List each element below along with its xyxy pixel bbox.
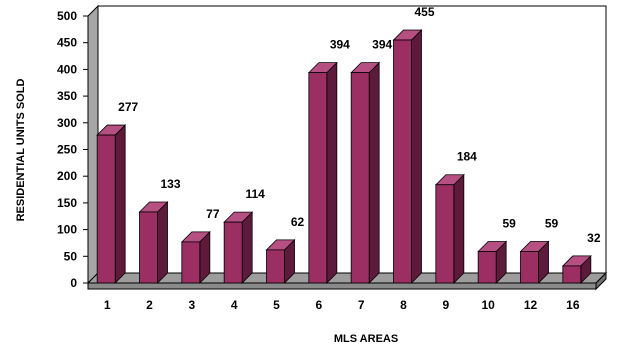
bar: [139, 211, 158, 284]
bar-side: [241, 211, 253, 284]
y-tick-label: 500: [57, 9, 77, 23]
x-tick-label: 4: [231, 298, 238, 312]
left-wall: [87, 4, 99, 285]
data-label: 62: [291, 215, 305, 229]
data-label: 394: [330, 38, 350, 52]
bar: [393, 39, 412, 284]
data-label: 133: [160, 177, 180, 191]
data-label: 394: [372, 38, 392, 52]
data-label: 77: [206, 207, 220, 221]
floor-side: [595, 271, 607, 291]
x-tick-label: 12: [524, 298, 538, 312]
data-label: 184: [457, 150, 477, 164]
bar: [266, 249, 285, 284]
bar-side: [326, 61, 338, 284]
bar-side: [114, 124, 126, 284]
y-tick-label: 450: [57, 36, 77, 50]
data-label: 277: [118, 100, 138, 114]
bar-side: [368, 61, 380, 284]
bar: [350, 72, 370, 284]
y-tick-label: 100: [57, 223, 77, 237]
bar: [477, 251, 497, 284]
y-tick-label: 300: [57, 116, 77, 130]
x-tick-label: 9: [442, 298, 449, 312]
bar: [96, 134, 116, 284]
x-tick-label: 16: [566, 298, 580, 312]
bar: [308, 72, 328, 284]
bar-side: [453, 173, 465, 284]
data-label: 114: [245, 187, 265, 201]
y-tick-label: 350: [57, 89, 77, 103]
x-tick-label: 7: [358, 298, 365, 312]
x-tick-label: 8: [400, 298, 407, 312]
y-axis-title: RESIDENTIAL UNITS SOLD: [15, 79, 27, 222]
data-label: 59: [502, 216, 516, 230]
x-tick-label: 5: [273, 298, 280, 312]
y-tick-label: 400: [57, 62, 77, 76]
bar-side: [411, 29, 422, 284]
x-axis-title: MLS AREAS: [334, 333, 398, 345]
floor-front: [87, 282, 597, 290]
y-tick-label: 250: [57, 143, 77, 157]
bar: [435, 184, 455, 284]
y-tick-label: 150: [57, 196, 77, 210]
data-label: 455: [414, 5, 434, 19]
bar: [223, 221, 243, 284]
data-labels: 277 133 77 114 62 394 394 455 184 59 59 32: [118, 5, 601, 245]
x-tick-label: 2: [146, 298, 153, 312]
bar-series: [96, 29, 592, 284]
x-tick-label: 10: [481, 298, 495, 312]
x-tick-label: 1: [104, 298, 111, 312]
bar-side: [157, 201, 168, 284]
y-tick-label: 0: [70, 276, 77, 290]
y-tick-label: 50: [64, 249, 78, 263]
bar: [562, 265, 582, 284]
bar: [520, 251, 539, 284]
data-label: 59: [545, 216, 559, 230]
y-tick-label: 200: [57, 169, 77, 183]
x-tick-label: 3: [188, 298, 195, 312]
bar: [181, 241, 201, 284]
x-tick-label: 6: [315, 298, 322, 312]
data-label: 32: [587, 231, 601, 245]
